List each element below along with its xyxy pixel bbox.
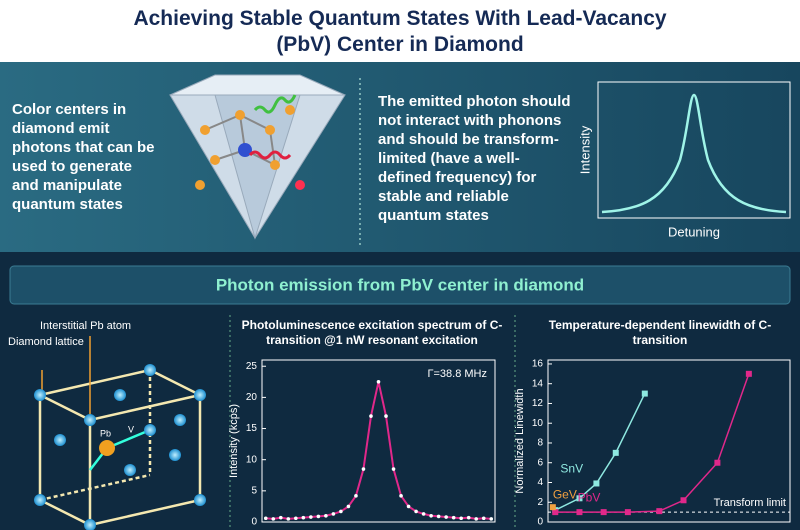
- chart-title: Photoluminescence excitation spectrum of…: [241, 318, 503, 347]
- series-label: PbV: [578, 490, 601, 504]
- data-point: [429, 513, 433, 518]
- data-point: [745, 370, 752, 377]
- data-point: [436, 514, 441, 519]
- diamond-illustration: [169, 74, 346, 240]
- plot-frame: [547, 359, 791, 523]
- sketch-x-label: Detuning: [668, 224, 720, 239]
- lattice-label: Interstitial Pb atom: [40, 320, 131, 332]
- lattice-label: V: [128, 424, 134, 434]
- data-point: [376, 380, 381, 384]
- intro-band: [0, 62, 800, 252]
- y-tick-label: 15: [246, 423, 258, 434]
- sketch-y-label: Intensity: [577, 125, 592, 174]
- data-point: [391, 467, 396, 471]
- data-point: [263, 516, 268, 521]
- data-point: [301, 515, 306, 520]
- data-point: [324, 513, 328, 518]
- data-point: [339, 509, 343, 514]
- lattice-atoms: [34, 364, 206, 530]
- data-point: [278, 515, 283, 520]
- data-point: [656, 508, 663, 515]
- lattice-label: Diamond lattice: [8, 336, 84, 348]
- intro-left: Color centers in diamond emit photons th…: [12, 101, 155, 213]
- data-point: [552, 509, 559, 516]
- y-tick-label: 6: [537, 457, 543, 468]
- y-tick-label: 10: [246, 454, 258, 465]
- data-point: [466, 515, 471, 520]
- data-point: [444, 515, 448, 519]
- y-axis-label: Normalized Linewidth: [514, 388, 526, 493]
- data-point: [481, 516, 486, 521]
- data-point: [384, 414, 388, 418]
- data-point: [624, 509, 631, 516]
- chart-title: Temperature-dependent linewidth of C-tra…: [548, 318, 772, 347]
- data-point: [600, 509, 607, 516]
- data-point: [641, 390, 648, 397]
- data-point: [414, 509, 418, 514]
- y-axis-label: Intensity (kcps): [228, 404, 240, 478]
- reference-label: Transform limit: [714, 497, 786, 509]
- y-tick-label: 14: [532, 378, 544, 389]
- data-point: [294, 516, 298, 521]
- data-point: [714, 459, 721, 466]
- fit-line: [555, 373, 750, 513]
- y-tick-label: 8: [537, 438, 543, 449]
- data-point: [316, 514, 321, 519]
- y-tick-label: 0: [251, 517, 257, 528]
- data-point: [576, 509, 583, 516]
- data-point: [459, 516, 463, 521]
- section-bar: [9, 265, 791, 305]
- y-tick-label: 5: [251, 485, 257, 496]
- data-point: [451, 515, 456, 520]
- y-tick-label: 25: [246, 361, 258, 372]
- data-point: [354, 494, 358, 498]
- data-point: [549, 504, 556, 511]
- sketch-curve: [601, 93, 787, 214]
- data-point: [331, 512, 336, 516]
- data-point: [399, 494, 403, 498]
- lattice-label: Pb: [100, 428, 111, 438]
- sketch-frame: [597, 81, 791, 219]
- data-point: [489, 517, 494, 521]
- data-point: [271, 517, 276, 521]
- y-tick-label: 10: [532, 418, 544, 429]
- section-title: Photon emission from PbV center in diamo…: [216, 275, 584, 294]
- page-title: Achieving Stable Quantum States With Lea…: [133, 7, 667, 56]
- data-point: [421, 512, 426, 516]
- data-point: [576, 495, 583, 502]
- data-point: [612, 449, 619, 456]
- intro-right: The emitted photon should not interact w…: [378, 93, 571, 224]
- y-tick-label: 20: [246, 392, 258, 403]
- data-point: [369, 414, 373, 418]
- y-tick-label: 0: [537, 517, 543, 528]
- series-label: GeV: [553, 487, 577, 501]
- data-point: [286, 517, 291, 521]
- data-point: [309, 515, 313, 519]
- plot-frame: [261, 359, 496, 523]
- data-point: [474, 517, 479, 521]
- series-label: SnV: [560, 462, 583, 476]
- data-point: [361, 467, 366, 471]
- data-point: [593, 480, 600, 487]
- data-point: [346, 504, 351, 509]
- y-tick-label: 4: [537, 477, 543, 488]
- data-point: [680, 497, 687, 504]
- title-band: [0, 0, 800, 62]
- annotation: Γ=38.8 MHz: [427, 368, 487, 380]
- data-point: [406, 504, 411, 509]
- y-tick-label: 12: [532, 398, 544, 409]
- y-tick-label: 2: [537, 497, 543, 508]
- y-tick-label: 16: [532, 359, 544, 370]
